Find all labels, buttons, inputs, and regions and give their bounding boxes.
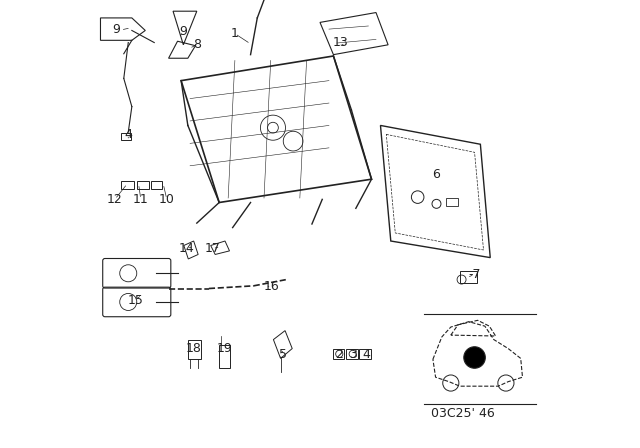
Bar — [121, 181, 134, 189]
Text: 2: 2 — [335, 348, 343, 362]
Text: 16: 16 — [264, 280, 280, 293]
Text: 15: 15 — [127, 293, 143, 307]
Bar — [446, 198, 458, 206]
Text: 9: 9 — [112, 22, 120, 36]
Bar — [333, 349, 344, 359]
Bar — [219, 345, 230, 368]
Text: 1: 1 — [231, 27, 239, 40]
Text: 6: 6 — [433, 168, 440, 181]
Text: 12: 12 — [107, 193, 123, 206]
Text: 10: 10 — [159, 193, 175, 206]
Text: 18: 18 — [186, 342, 202, 355]
Text: -7: -7 — [468, 267, 481, 281]
Bar — [137, 181, 149, 189]
Bar — [346, 349, 358, 359]
Text: 4: 4 — [124, 128, 132, 141]
Text: 14: 14 — [179, 242, 195, 255]
Text: 17: 17 — [205, 242, 220, 255]
Bar — [121, 133, 131, 140]
Bar — [460, 271, 477, 283]
Text: 8: 8 — [193, 38, 201, 52]
Text: 19: 19 — [217, 342, 233, 355]
Text: 13: 13 — [332, 36, 348, 49]
Text: 9: 9 — [179, 25, 188, 38]
Text: 11: 11 — [133, 193, 148, 206]
Text: 03C25' 46: 03C25' 46 — [431, 406, 495, 420]
Text: 4: 4 — [362, 348, 370, 362]
Bar — [360, 349, 371, 359]
Bar — [150, 181, 163, 189]
Circle shape — [464, 347, 485, 368]
Text: 5: 5 — [279, 348, 287, 362]
Bar — [188, 340, 201, 359]
Text: 3: 3 — [349, 348, 356, 362]
